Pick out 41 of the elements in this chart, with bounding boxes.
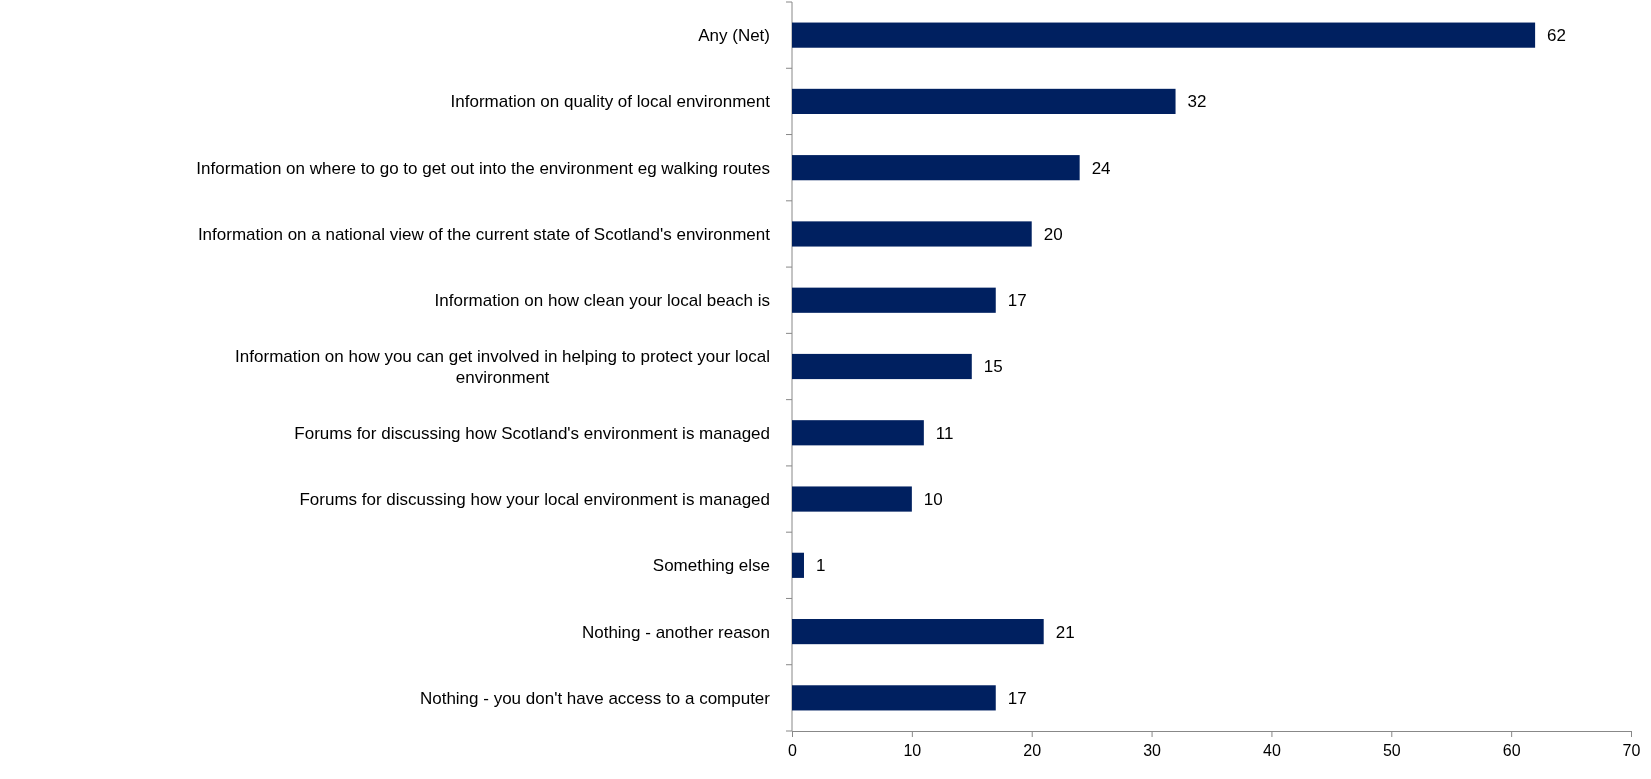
x-tick-label: 30	[1143, 742, 1162, 759]
data-label: 24	[1091, 158, 1111, 178]
data-label: 11	[935, 423, 954, 443]
x-tick-label: 0	[788, 742, 798, 759]
y-tick-label: Information on where to go to get out into the environment eg walking routes	[196, 158, 770, 178]
bar	[792, 221, 1032, 247]
x-tick-label: 40	[1263, 742, 1281, 759]
data-label: 21	[1055, 622, 1075, 642]
y-tick-label: Information on how you can get involved in helping to protect your local environment	[235, 346, 770, 387]
bar	[792, 155, 1080, 181]
data-label: 15	[983, 357, 1003, 377]
bar	[792, 619, 1044, 645]
data-label: 17	[1007, 291, 1027, 311]
bar	[792, 552, 804, 578]
bar	[792, 353, 972, 380]
data-label: 32	[1187, 92, 1207, 112]
bar	[792, 486, 912, 512]
data-label: 10	[923, 490, 943, 509]
x-tick-label: 70	[1622, 742, 1641, 759]
data-label: 62	[1547, 26, 1567, 46]
y-tick-label: Nothing - another reason	[581, 622, 770, 642]
x-tick-label: 10	[903, 742, 922, 759]
y-tick-label: Nothing - you don't have access to a computer	[419, 688, 771, 708]
y-tick-label: Forums for discussing how your local environment is managed	[299, 490, 770, 509]
bar	[792, 420, 924, 446]
x-tick-label: 20	[1023, 742, 1042, 759]
y-tick-label: Any (Net)	[698, 26, 770, 46]
y-tick-label: Forums for discussing how Scotland's environment is managed	[294, 423, 770, 443]
x-tick-label: 50	[1382, 742, 1401, 759]
data-label: 20	[1043, 224, 1063, 244]
y-tick-label: Something else	[652, 556, 770, 576]
y-tick-label: Information on quality of local environment	[450, 92, 771, 112]
bar	[792, 22, 1536, 48]
data-label: 17	[1007, 688, 1027, 708]
bar	[792, 88, 1176, 114]
bar	[792, 287, 996, 313]
x-tick-label: 60	[1502, 742, 1521, 759]
bar	[792, 685, 996, 711]
data-label: 1	[815, 556, 826, 576]
y-tick-label: Information on a national view of the current state of Scotland's environment	[197, 224, 771, 244]
y-tick-label: Information on how clean your local beach is	[434, 291, 770, 311]
